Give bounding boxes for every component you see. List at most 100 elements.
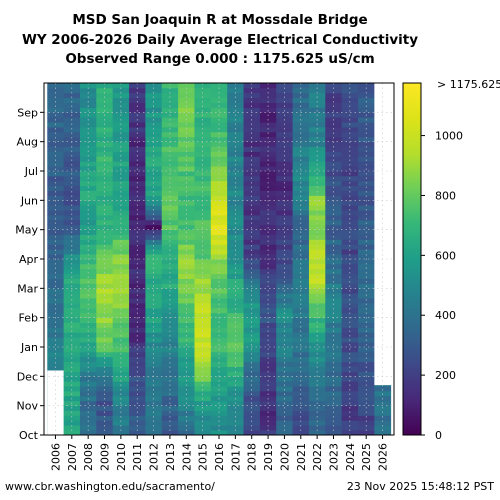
heatmap-cell-2025-Nov: [358, 376, 375, 382]
heatmap-cell-2023-May: [325, 215, 343, 221]
heatmap-cell-2021-May: [292, 210, 310, 216]
heatmap-cell-2023-Mar: [325, 263, 343, 270]
heatmap-cell-2016-Dec: [210, 361, 228, 367]
heatmap-cell-2017-Jul: [227, 161, 244, 167]
heatmap-cell-2017-Feb: [227, 303, 244, 309]
heatmap-cell-2019-Nov: [259, 381, 277, 387]
heatmap-cell-2024-Jan: [341, 332, 359, 338]
heatmap-cell-2018-Feb: [243, 307, 261, 314]
heatmap-cell-2016-Mar: [210, 263, 228, 270]
heatmap-cell-2016-Mar: [210, 273, 228, 279]
heatmap-cell-2012-Jul: [145, 146, 163, 152]
heatmap-cell-2019-Mar: [259, 268, 277, 275]
heatmap-cell-2015-Apr: [194, 249, 212, 255]
heatmap-cell-2022-Sep: [308, 92, 326, 99]
heatmap-cell-2008-Apr: [79, 249, 97, 255]
heatmap-cell-2015-Dec: [194, 356, 212, 363]
heatmap-cell-2013-Dec: [161, 371, 179, 377]
heatmap-cell-2010-Jan: [112, 332, 130, 338]
heatmap-cell-2019-May: [259, 205, 277, 211]
heatmap-cell-2008-May: [79, 200, 97, 206]
heatmap-cell-2020-Jun: [276, 185, 293, 191]
heatmap-cell-2008-Nov: [79, 381, 97, 387]
heatmap-cell-2017-Jan: [227, 322, 244, 328]
heatmap-cell-2016-Jan: [210, 317, 228, 323]
heatmap-cell-2025-Oct: [358, 420, 375, 426]
heatmap-cell-2020-Feb: [276, 303, 293, 309]
heatmap-cell-2020-Feb: [276, 312, 293, 319]
heatmap-cell-2017-Sep: [227, 87, 244, 94]
heatmap-cell-2011-Nov: [129, 381, 146, 387]
heatmap-cell-2024-Jun: [341, 195, 359, 201]
heatmap-cell-2023-Aug: [325, 127, 343, 133]
heatmap-cell-2010-Jun: [112, 185, 130, 191]
heatmap-cell-2007-Nov: [63, 376, 81, 382]
x-tick-label-2022: 2022: [311, 443, 324, 471]
heatmap-cell-2010-Jul: [112, 156, 130, 162]
heatmap-cell-2014-Mar: [178, 259, 195, 265]
heatmap-cell-2008-Jul: [79, 146, 97, 152]
heatmap-cell-2025-Jan: [358, 322, 375, 328]
heatmap-cell-2013-Mar: [161, 273, 179, 279]
heatmap-cell-2014-Aug: [178, 136, 195, 143]
heatmap-cell-2021-Dec: [292, 356, 310, 363]
heatmap-cell-2014-Aug: [178, 131, 195, 138]
heatmap-cell-2022-Sep: [308, 83, 326, 89]
heatmap-cell-2017-May: [227, 200, 244, 206]
heatmap-cell-2025-Jul: [358, 141, 375, 147]
heatmap-cell-2008-May: [79, 205, 97, 211]
heatmap-cell-2015-May: [194, 210, 212, 216]
heatmap-cell-2012-Feb: [145, 303, 163, 309]
heatmap-cell-2023-Jan: [325, 327, 343, 333]
heatmap-cell-2015-Nov: [194, 386, 212, 392]
heatmap-cell-2026-Oct: [374, 410, 392, 416]
heatmap-cell-2008-Jun: [79, 195, 97, 201]
heatmap-cell-2025-Apr: [358, 254, 375, 260]
heatmap-cell-2011-Dec: [129, 356, 146, 363]
heatmap-cell-2022-Mar: [308, 268, 326, 275]
heatmap-cell-2015-Sep: [194, 87, 212, 94]
heatmap-cell-2006-Jun: [47, 195, 65, 201]
heatmap-cell-2007-Jan: [63, 322, 81, 328]
heatmap-cell-2022-Oct: [308, 415, 326, 421]
heatmap-cell-2020-Oct: [276, 415, 293, 421]
heatmap-cell-2013-Jun: [161, 185, 179, 191]
heatmap-cell-2012-Mar: [145, 273, 163, 279]
x-tick-label-2010: 2010: [115, 443, 128, 471]
heatmap-cell-2008-Dec: [79, 361, 97, 367]
heatmap-cell-2017-Jan: [227, 317, 244, 323]
heatmap-cell-2023-Feb: [325, 298, 343, 304]
heatmap-cell-2009-Jan: [96, 322, 114, 328]
heatmap-cell-2010-Aug: [112, 127, 130, 133]
heatmap-cell-2022-Nov: [308, 376, 326, 382]
heatmap-cell-2007-Sep: [63, 87, 81, 94]
heatmap-cell-2013-Aug: [161, 131, 179, 138]
heatmap-cell-2016-Nov: [210, 376, 228, 382]
heatmap-cell-2007-Feb: [63, 312, 81, 319]
heatmap-cell-2016-Apr: [210, 249, 228, 255]
heatmap-cell-2016-May: [210, 215, 228, 221]
heatmap-cell-2016-Mar: [210, 268, 228, 275]
heatmap-cell-2025-Feb: [358, 312, 375, 319]
heatmap-cell-2006-Jun: [47, 185, 65, 191]
heatmap-cell-2016-Sep: [210, 92, 228, 99]
heatmap-cell-2010-May: [112, 205, 130, 211]
heatmap-cell-2007-Nov: [63, 381, 81, 387]
heatmap-cell-2012-Feb: [145, 307, 163, 314]
heatmap-cell-2017-Dec: [227, 351, 244, 358]
heatmap-cell-2011-Aug: [129, 127, 146, 133]
heatmap-cell-2016-Apr: [210, 254, 228, 260]
y-tick-label-Jul: Jul: [24, 165, 38, 178]
heatmap-cell-2008-May: [79, 215, 97, 221]
heatmap-cell-2013-Apr: [161, 239, 179, 245]
y-tick-label-Mar: Mar: [17, 282, 38, 295]
heatmap-cell-2024-Aug: [341, 127, 359, 133]
heatmap-cell-2013-Apr: [161, 254, 179, 260]
heatmap-cell-2024-Jul: [341, 141, 359, 147]
heatmap-cell-2011-Feb: [129, 312, 146, 319]
heatmap-cell-2015-Apr: [194, 254, 212, 260]
heatmap-cell-2019-Jul: [259, 146, 277, 152]
heatmap-cell-2014-Feb: [178, 307, 195, 314]
heatmap-cell-2018-May: [243, 200, 261, 206]
heatmap-cell-2013-Aug: [161, 127, 179, 133]
